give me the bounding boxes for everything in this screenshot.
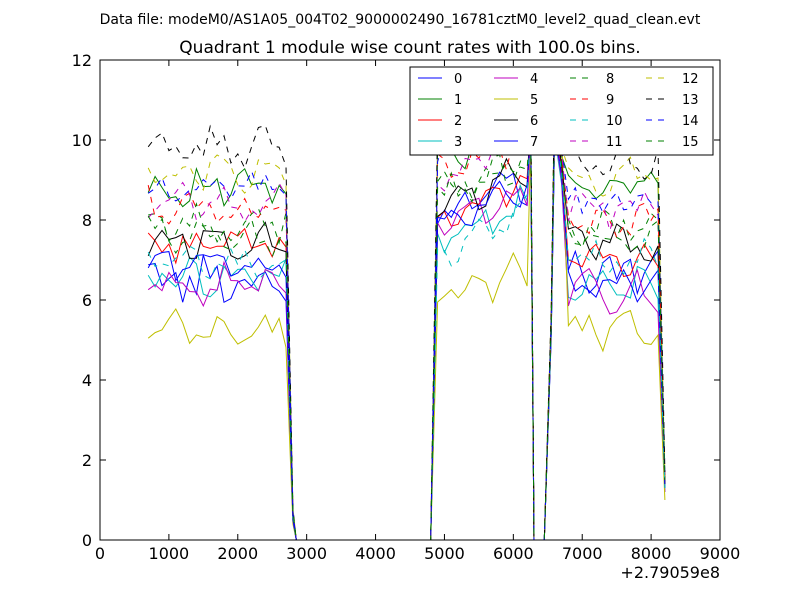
- series-line-15: [147, 115, 666, 540]
- x-tick-label: 3000: [286, 544, 327, 563]
- legend-label-9: 9: [606, 93, 614, 108]
- y-tick-label: 8: [82, 211, 92, 230]
- y-tick-label: 0: [82, 531, 92, 550]
- x-tick-label: 2000: [217, 544, 258, 563]
- series-line-8: [148, 111, 666, 540]
- legend-label-5: 5: [530, 93, 538, 108]
- legend-label-11: 11: [606, 135, 623, 150]
- chart-title: Quadrant 1 module wise count rates with …: [179, 38, 640, 58]
- y-tick-label: 6: [82, 291, 92, 310]
- y-tick-label: 12: [72, 51, 92, 70]
- series-line-7: [147, 127, 666, 540]
- series-line-9: [147, 107, 666, 540]
- x-tick-label: 5000: [424, 544, 465, 563]
- y-tick-label: 2: [82, 451, 92, 470]
- legend-label-2: 2: [454, 114, 462, 129]
- legend-label-13: 13: [682, 93, 699, 108]
- legend-label-8: 8: [606, 72, 614, 87]
- y-tick-label: 10: [72, 131, 92, 150]
- legend-frame: [409, 66, 714, 156]
- series-line-0: [148, 127, 666, 540]
- x-tick-label: 0: [95, 544, 105, 563]
- legend-label-7: 7: [530, 135, 538, 150]
- x-tick-label: 9000: [700, 544, 741, 563]
- legend-label-0: 0: [454, 72, 462, 87]
- x-axis: 0 1000 2000 3000 4000 5000 6000 7000 8000 9000: [95, 60, 740, 563]
- x-tick-label: 4000: [355, 544, 396, 563]
- legend-label-1: 1: [454, 93, 462, 108]
- suptitle: Data file: modeM0/AS1A05_004T02_90000024…: [100, 12, 701, 28]
- legend-label-15: 15: [682, 135, 699, 150]
- series-line-5: [147, 83, 666, 540]
- series-line-6: [147, 115, 666, 540]
- x-offset-label: +2.79059e8: [620, 563, 720, 582]
- series-line-11: [147, 103, 666, 540]
- legend-label-6: 6: [530, 114, 538, 129]
- x-tick-label: 6000: [493, 544, 534, 563]
- legend-label-14: 14: [682, 114, 699, 129]
- series-line-2: [147, 119, 666, 540]
- series-line-4: [147, 131, 666, 540]
- legend-label-12: 12: [682, 72, 699, 87]
- x-tick-label: 7000: [562, 544, 603, 563]
- x-tick-label: 8000: [631, 544, 672, 563]
- legend-label-3: 3: [454, 135, 462, 150]
- y-tick-label: 4: [82, 371, 92, 390]
- legend-label-4: 4: [530, 72, 538, 87]
- x-tick-label: 1000: [149, 544, 190, 563]
- series-line-3: [147, 135, 666, 540]
- series-line-12: [147, 90, 666, 540]
- series-line-10: [147, 123, 666, 540]
- legend-label-10: 10: [606, 114, 623, 129]
